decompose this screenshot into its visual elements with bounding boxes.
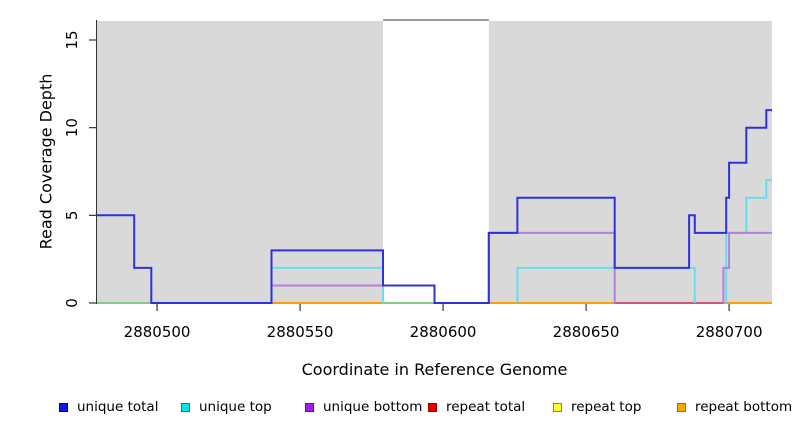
series-line-unique-top	[516, 266, 696, 303]
y-tick-label: 10	[63, 118, 81, 137]
legend-item-unique-top: unique top	[181, 400, 272, 415]
y-tick-label: 15	[63, 30, 81, 49]
legend-item-unique-total: unique total	[59, 400, 158, 415]
legend-item-unique-bottom: unique bottom	[305, 400, 422, 415]
legend-label: repeat total	[446, 399, 526, 415]
legend-swatch-icon	[677, 403, 686, 412]
x-tick-label: 2880500	[124, 323, 191, 341]
x-tick-label: 2880700	[696, 323, 763, 341]
legend-swatch-icon	[553, 403, 562, 412]
legend-item-repeat-top: repeat top	[553, 400, 641, 415]
legend-swatch-icon	[181, 403, 190, 412]
x-tick-label: 2880600	[410, 323, 477, 341]
legend-swatch-icon	[428, 403, 437, 412]
series-line-unique-bottom	[722, 231, 772, 303]
legend-label: repeat top	[571, 399, 642, 415]
legend-swatch-icon	[59, 403, 68, 412]
legend-label: repeat bottom	[695, 399, 792, 415]
x-tick-label: 2880550	[267, 323, 334, 341]
legend-label: unique total	[77, 399, 159, 415]
y-tick-label: 5	[63, 211, 81, 221]
x-tick-label: 2880650	[553, 323, 620, 341]
legend-label: unique bottom	[323, 399, 423, 415]
x-axis-title: Coordinate in Reference Genome	[301, 360, 568, 379]
legend-item-repeat-total: repeat total	[428, 400, 525, 415]
legend-item-repeat-bottom: repeat bottom	[677, 400, 792, 415]
no-coverage-band	[383, 19, 489, 304]
series-line-unique-total	[97, 109, 772, 304]
y-tick-label: 0	[63, 298, 81, 308]
y-axis-title: Read Coverage Depth	[36, 73, 56, 250]
legend-label: unique top	[199, 399, 272, 415]
legend-swatch-icon	[305, 403, 314, 412]
